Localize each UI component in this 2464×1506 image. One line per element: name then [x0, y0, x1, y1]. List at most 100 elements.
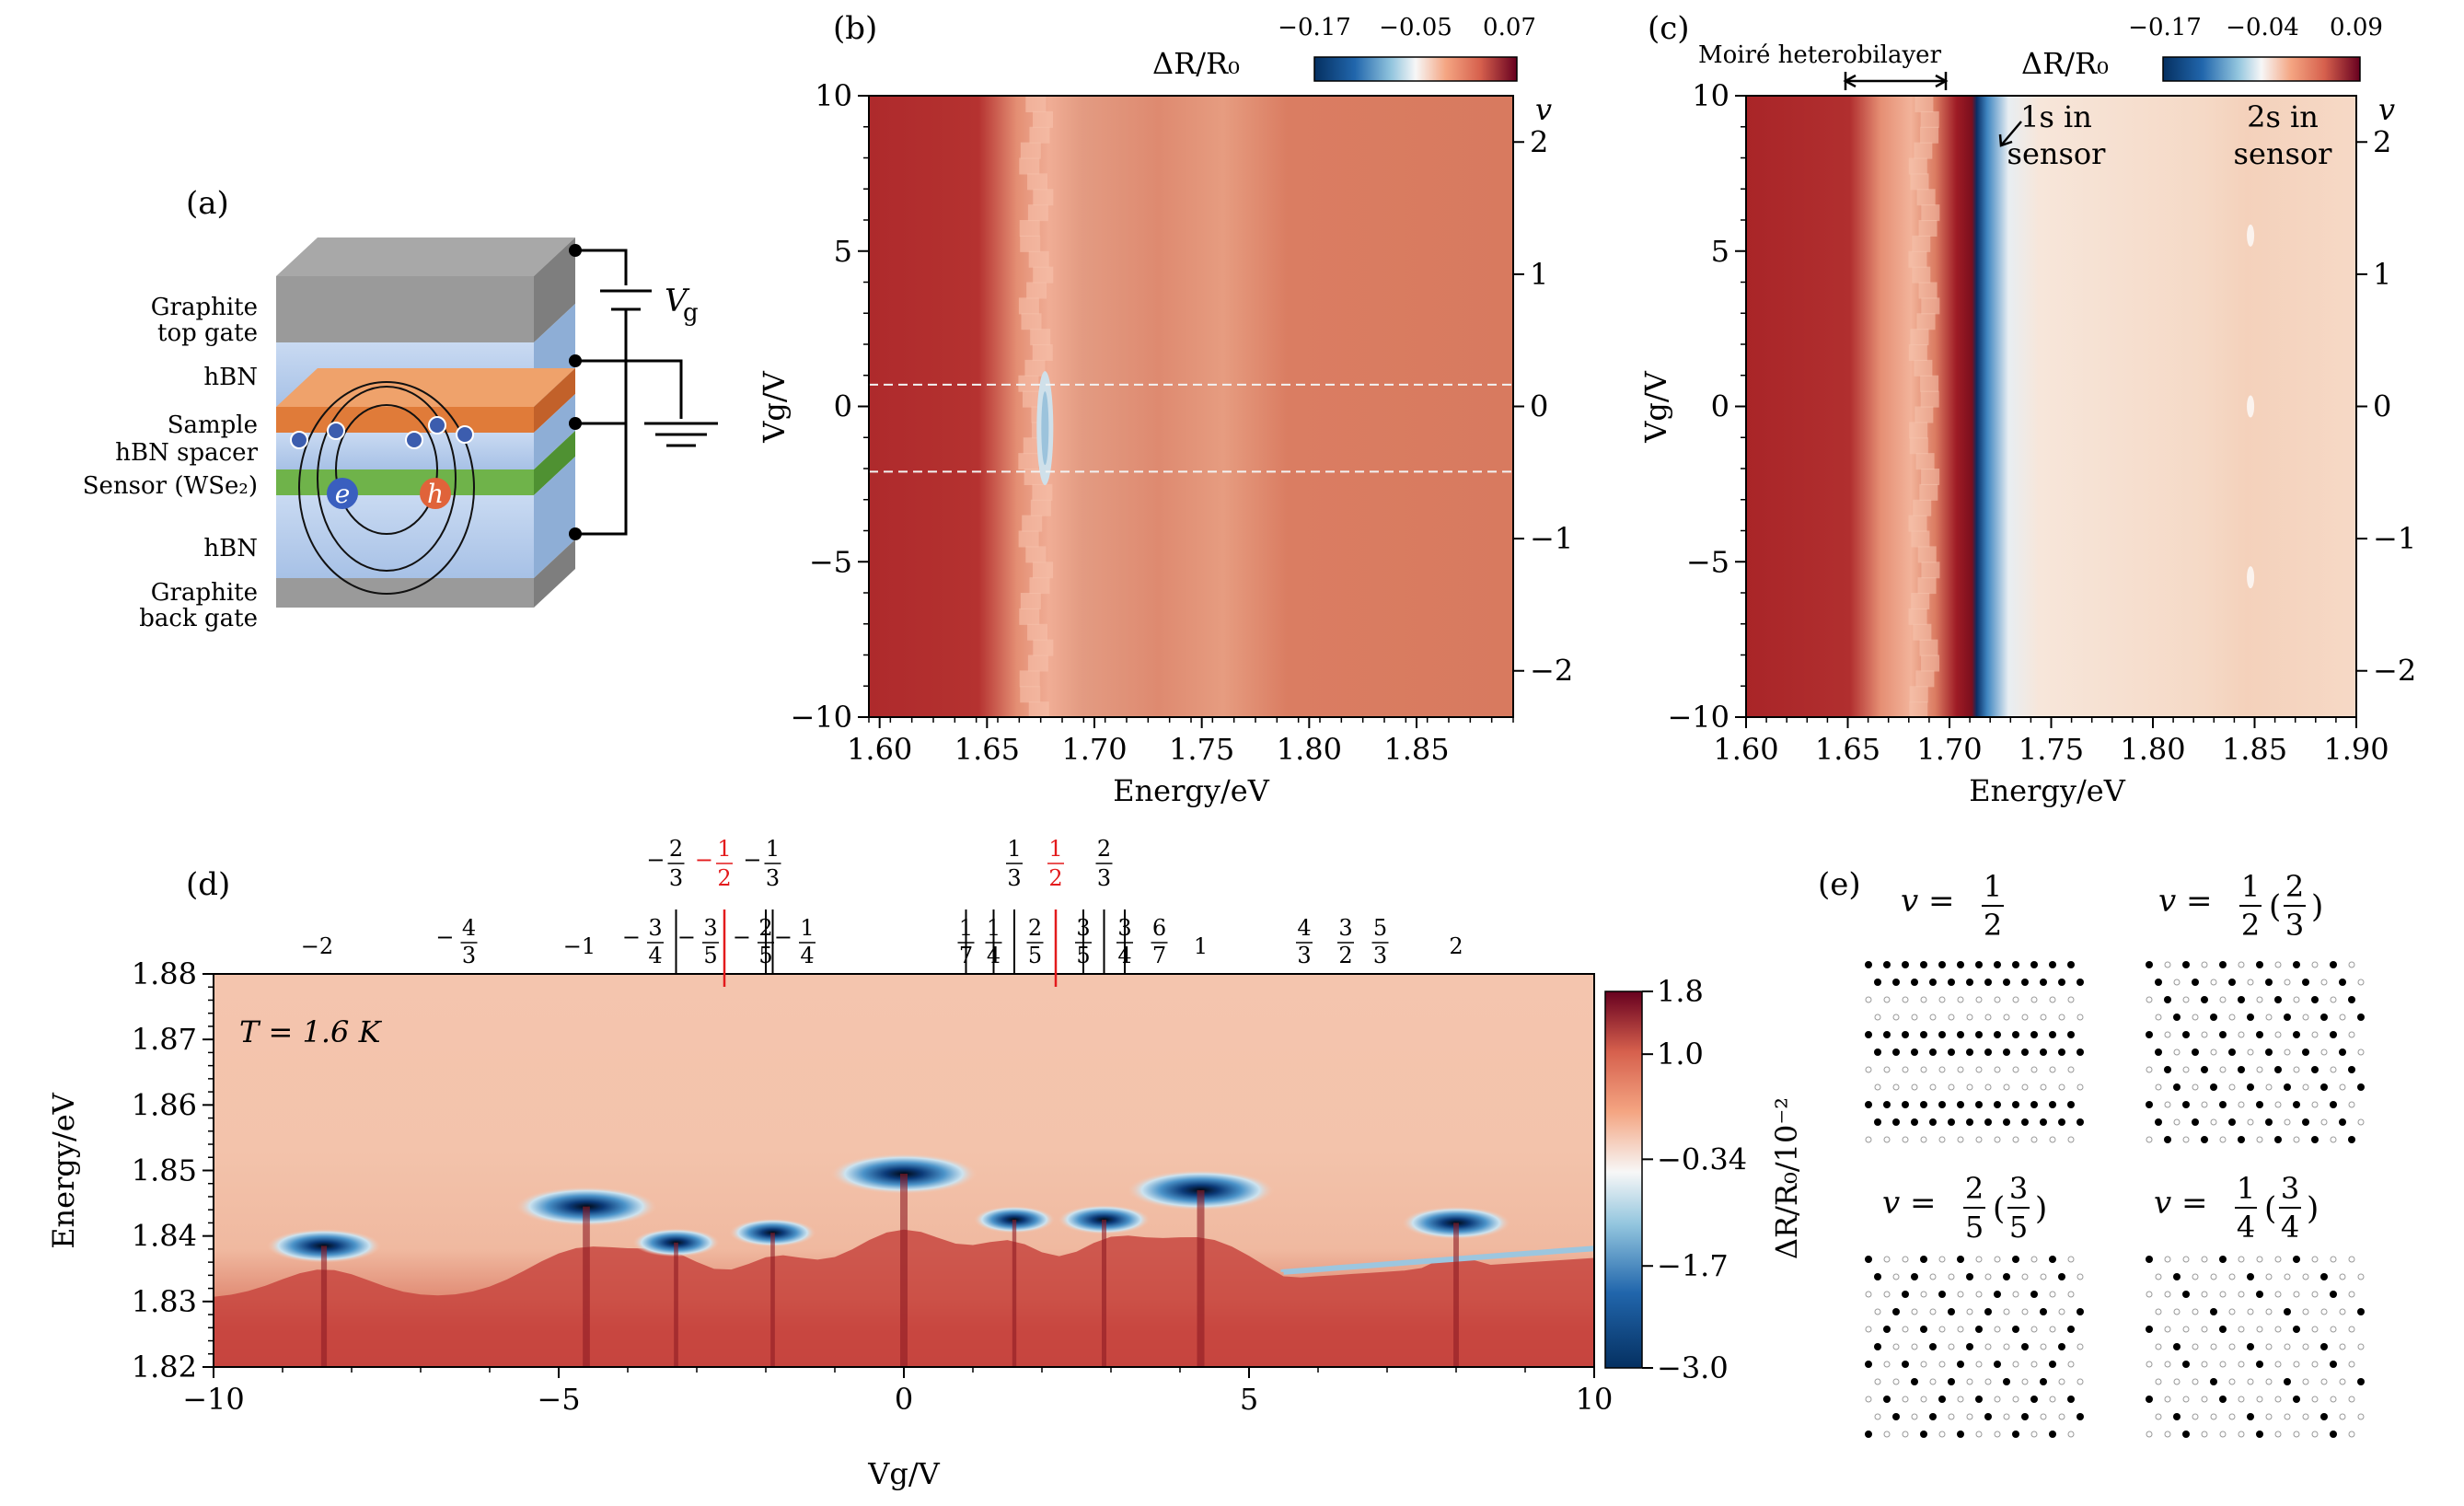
panel-e-site-filled — [1892, 1413, 1900, 1420]
panel-e-title-num: 1 — [1984, 869, 2002, 904]
panel-e-site-empty — [1957, 996, 1964, 1003]
panel-e-title-paren-num: 3 — [2009, 1171, 2028, 1206]
panel-e-site-empty — [2182, 1326, 2190, 1333]
panel-e-site-filled — [2182, 1431, 2190, 1438]
panel-e-site-empty — [2021, 1014, 2029, 1021]
panel-b-moire-stripe — [1026, 282, 1047, 299]
panel-c-moire-stripe — [1915, 406, 1934, 423]
panel-d-xtick-label: −10 — [182, 1382, 245, 1417]
panel-e-lattice — [2146, 1256, 2365, 1438]
panel-e-site-empty — [2357, 1413, 2365, 1420]
panel-e-site-empty — [2228, 1083, 2236, 1091]
panel-e-site-empty — [2348, 1396, 2355, 1403]
panel-e-site-empty — [2049, 1291, 2056, 1298]
panel-e-site-filled — [1865, 1031, 1872, 1038]
panel-c-xtick-label: 1.75 — [2019, 732, 2084, 767]
panel-e-site-empty — [2040, 1083, 2047, 1091]
panel-c-moire-stripe — [1921, 655, 1940, 672]
panel-e-site-filled — [2067, 961, 2075, 968]
panel-b-moire-stripe — [1019, 220, 1040, 237]
panel-e-site-empty — [2302, 1083, 2309, 1091]
panel-e-site-empty — [2293, 1361, 2300, 1368]
panel-e-site-filled — [2293, 1396, 2300, 1403]
panel-b-moire-stripe — [1022, 515, 1043, 532]
panel-e-site-empty — [2219, 1291, 2227, 1298]
panel-d-upper-fraction: 23 — [1095, 836, 1113, 891]
panel-e-site-filled — [1874, 1273, 1881, 1280]
panel-d-top-den: 3 — [462, 943, 476, 968]
panel-e-site-filled — [2330, 1361, 2337, 1368]
panel-e-site-empty — [2302, 1308, 2309, 1315]
panel-e-site-filled — [1865, 1361, 1872, 1368]
panel-e-site-filled — [2049, 1361, 2056, 1368]
panel-e-site-filled — [1911, 979, 1918, 986]
panel-e-site-empty — [1883, 996, 1891, 1003]
panel-e-site-filled — [1911, 1048, 1918, 1056]
panel-label-b: (b) — [833, 10, 877, 47]
panel-e-site-empty — [2339, 1413, 2346, 1420]
panel-d-top-fraction: 67 — [1151, 915, 1168, 968]
panel-e-site-filled — [1938, 1031, 1946, 1038]
panel-b-moire-stripe — [1024, 359, 1046, 376]
panel-e-site-empty — [2247, 1378, 2254, 1385]
panel-e-site-empty — [1920, 996, 1927, 1003]
panel-d-top-fraction: −25 — [733, 915, 774, 968]
panel-c-ytick-label: 0 — [1711, 389, 1729, 424]
panel-c-moire-stripe — [1917, 546, 1937, 563]
panel-b-cbar-tick-0: −0.17 — [1278, 14, 1351, 41]
panel-e-site-empty — [2330, 1326, 2337, 1333]
panel-e-site-filled — [2256, 961, 2263, 968]
electron-label: e — [335, 479, 351, 509]
panel-e-site-empty — [2330, 1256, 2337, 1263]
panel-b-xtick-label: 1.65 — [954, 732, 1020, 767]
panel-e-site-empty — [2311, 1396, 2319, 1403]
panel-b-heatmap: 1.60 1.65 1.70 1.75 1.80 1.85−10−50510−2−1012… — [757, 14, 1573, 808]
panel-b-moire-stripe — [1027, 204, 1048, 222]
panel-e-site-empty — [2348, 1326, 2355, 1333]
panel-e-site-filled — [1883, 1101, 1891, 1108]
panel-e-site-empty — [2067, 1431, 2075, 1438]
panel-e-site-empty — [1911, 1083, 1918, 1091]
panel-e-site-filled — [1920, 961, 1927, 968]
panel-d-top-fraction: 53 — [1371, 915, 1389, 968]
panel-e-site-empty — [1902, 996, 1909, 1003]
panel-b-moire-stripe — [1027, 173, 1048, 191]
panel-e-site-empty — [2293, 1066, 2300, 1073]
panel-e-site-empty — [1892, 1378, 1900, 1385]
panel-e-site-filled — [2012, 1031, 2019, 1038]
panel-d-upper-num: 1 — [1007, 836, 1021, 862]
panel-e-site-empty — [2155, 1413, 2162, 1420]
panel-d-ytick-label: 1.82 — [132, 1350, 197, 1384]
panel-c-moire-stripe — [1916, 313, 1936, 330]
panel-e-site-empty — [1865, 1291, 1872, 1298]
panel-c-1s-label: 1s in — [2020, 99, 2092, 134]
panel-e-lattice — [1865, 1256, 2084, 1438]
panel-e-site-empty — [2049, 1066, 2056, 1073]
panel-e-site-empty — [2311, 1291, 2319, 1298]
panel-e-site-empty — [1892, 1014, 1900, 1021]
panel-e-site-filled — [2192, 1048, 2199, 1056]
panel-d-upper-den: 2 — [1048, 865, 1062, 891]
panel-e-site-empty — [2357, 1273, 2365, 1280]
layer-label-hbn-bottom: hBN — [203, 535, 258, 562]
panel-e-site-empty — [2320, 1048, 2328, 1056]
panel-e-site-empty — [1883, 1291, 1891, 1298]
panel-d-cbar-label: 1.8 — [1657, 974, 1704, 1009]
panel-c-moire-stripe — [1908, 157, 1927, 175]
panel-e-site-empty — [2164, 1291, 2171, 1298]
panel-b-moire-stripe — [1028, 250, 1049, 268]
panel-e-site-empty — [1874, 1083, 1881, 1091]
panel-d-xtick-label: 0 — [895, 1382, 913, 1417]
panel-e-title-paren-close: ) — [2307, 1190, 2319, 1227]
panel-e-site-empty — [2164, 961, 2171, 968]
panel-e-site-empty — [2076, 1378, 2084, 1385]
panel-label-a: (a) — [186, 185, 229, 222]
panel-e-site-filled — [2146, 1031, 2153, 1038]
panel-e-site-filled — [1865, 1101, 1872, 1108]
panel-b-moire-stripe — [1028, 701, 1049, 717]
panel-e-site-empty — [2228, 1343, 2236, 1350]
panel-e-site-empty — [1984, 1273, 1992, 1280]
panel-e-site-filled — [2284, 1308, 2291, 1315]
panel-e-site-empty — [1874, 1014, 1881, 1021]
panel-d-upper-fraction: −2 3 — [646, 836, 685, 891]
